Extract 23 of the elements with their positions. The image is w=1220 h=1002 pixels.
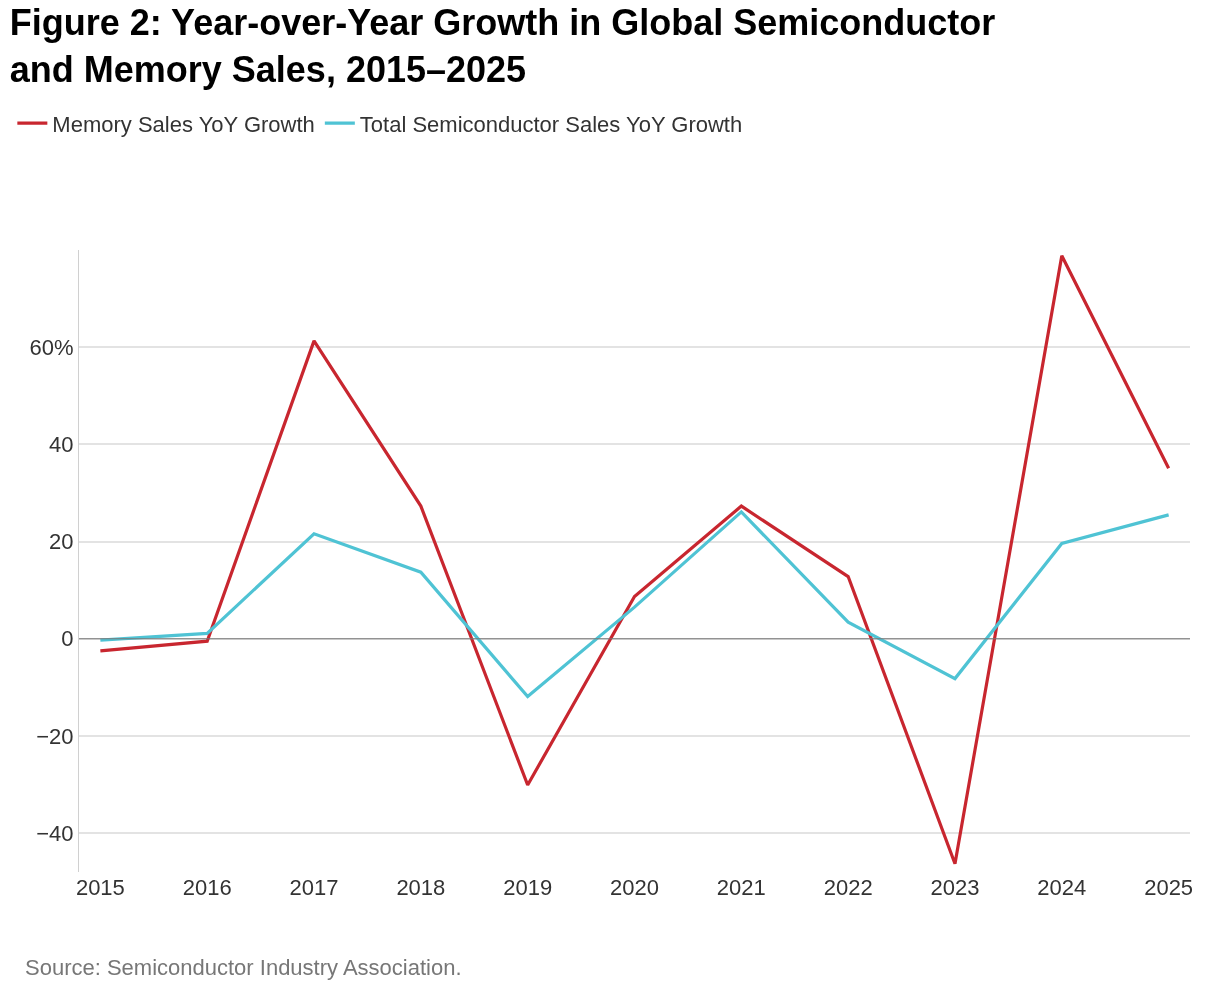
y-tick-label: 60% (29, 334, 74, 360)
legend-label: Memory Sales YoY Growth (52, 111, 315, 137)
x-tick-label: 2021 (716, 875, 766, 900)
legend-label: Total Semiconductor Sales YoY Growth (359, 111, 743, 137)
x-tick-label: 2025 (1144, 875, 1194, 900)
y-tick-label: −20 (36, 723, 74, 749)
chart-title: Figure 2: Year-over-Year Growth in Global Semiconductor and Memory Sales, 2015–2025 (9, 2, 996, 90)
y-tick-label: 20 (49, 529, 74, 555)
x-tick-label: 2020 (610, 875, 659, 900)
x-tick-label: 2018 (396, 875, 446, 900)
y-tick-label: 0 (61, 626, 74, 652)
y-tick-label: 40 (49, 432, 74, 458)
y-tick-label: −40 (36, 820, 74, 846)
source-note: Source: Semiconductor Industry Association. (25, 955, 462, 980)
x-tick-label: 2017 (289, 875, 339, 900)
x-tick-label: 2024 (1037, 875, 1087, 900)
x-tick-label: 2022 (823, 875, 873, 900)
x-tick-label: 2016 (182, 875, 232, 900)
x-tick-label: 2019 (503, 875, 553, 900)
x-tick-label: 2015 (75, 875, 125, 900)
line-series (98, 254, 1171, 866)
x-tick-label: 2023 (930, 875, 980, 900)
line-series (98, 510, 1171, 699)
